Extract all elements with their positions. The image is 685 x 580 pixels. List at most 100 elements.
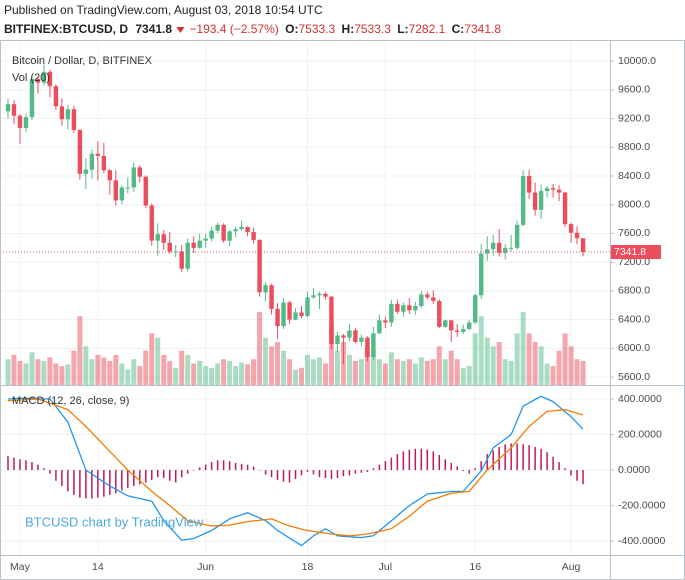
candle-body	[293, 312, 298, 320]
x-tick-label: Jun	[197, 561, 214, 573]
volume-bar	[544, 363, 550, 385]
volume-bar	[161, 354, 167, 385]
candle-body	[281, 302, 286, 327]
volume-bar	[83, 346, 89, 385]
open-value: 7533.3	[298, 22, 335, 36]
volume-bar	[179, 350, 185, 385]
candle-body	[479, 253, 484, 296]
candle-body	[275, 308, 280, 327]
volume-bar	[113, 354, 119, 385]
change: −193.4 (−2.57%)	[189, 22, 278, 36]
volume-bar	[239, 362, 245, 385]
candle-body	[29, 79, 35, 118]
volume-bar	[328, 324, 334, 385]
low-value: 7282.1	[409, 22, 446, 36]
candle-body	[215, 224, 220, 231]
candle-body	[341, 335, 346, 338]
candle-body	[556, 189, 562, 193]
histogram-bar	[264, 470, 267, 475]
volume-bar	[95, 354, 101, 385]
volume-bar	[305, 354, 310, 385]
candle-body	[353, 330, 358, 342]
macd-title: MACD (12, 26, close, 9)	[12, 395, 129, 407]
histogram-bar	[444, 459, 447, 471]
volume-bar	[316, 357, 322, 385]
histogram-bar	[79, 470, 81, 498]
y-tick-label: 6800.0	[618, 285, 650, 297]
candle-body	[269, 285, 274, 309]
volume-bar	[370, 350, 376, 385]
volume-bar	[388, 352, 394, 385]
histogram-bar	[414, 448, 417, 471]
volume-bar	[245, 364, 251, 385]
volume-label: Vol (20)	[12, 72, 50, 84]
volume-bar	[293, 369, 299, 385]
candle-body	[35, 79, 41, 83]
candle-body	[544, 188, 550, 192]
volume-bar	[173, 367, 179, 385]
volume-bar	[442, 359, 448, 385]
histogram-bar	[312, 470, 315, 475]
candle-body	[89, 153, 95, 170]
histogram-bar	[330, 470, 333, 479]
x-tick-label: Jul	[379, 561, 392, 573]
histogram-bar	[121, 470, 123, 491]
volume-bar	[580, 360, 586, 385]
candle-body	[461, 328, 466, 332]
y-tick-label: 8800.0	[618, 141, 650, 153]
candle-body	[137, 167, 142, 177]
volume-bar	[101, 357, 107, 385]
histogram-bar	[558, 462, 560, 471]
candle-body	[53, 86, 59, 107]
candle-body	[143, 176, 148, 206]
candle-body	[185, 242, 190, 269]
histogram-bar	[348, 470, 351, 476]
volume-bar	[454, 359, 460, 385]
candle-body	[562, 192, 568, 225]
volume-bar	[532, 342, 538, 385]
volume-bar	[556, 350, 562, 385]
x-tick-label: Aug	[562, 561, 581, 573]
volume-bar	[221, 359, 227, 385]
candle-body	[389, 303, 394, 323]
histogram-bar	[7, 455, 9, 471]
volume-bar	[430, 359, 436, 385]
volume-bar	[281, 350, 287, 385]
volume-bar	[496, 342, 502, 385]
histogram-bar	[13, 457, 15, 471]
y-tick-label: 8400.0	[618, 170, 650, 182]
histogram-bar	[288, 470, 291, 483]
volume-bar	[185, 354, 191, 385]
volume-bar	[406, 359, 412, 385]
volume-bar	[71, 350, 77, 385]
candle-body	[419, 294, 424, 307]
candle-body	[107, 170, 113, 181]
y-tick-label: 8000.0	[618, 199, 650, 211]
histogram-bar	[55, 470, 57, 481]
candle-body	[532, 192, 538, 210]
histogram-bar	[162, 470, 165, 479]
histogram-bar	[366, 470, 369, 472]
volume-bar	[233, 366, 239, 385]
candle-body	[323, 293, 328, 297]
candle-body	[377, 320, 382, 334]
candle-body	[413, 306, 418, 311]
histogram-bar	[408, 449, 411, 471]
candle-body	[191, 242, 196, 248]
histogram-bar	[426, 449, 429, 471]
histogram-bar	[384, 461, 387, 471]
close-value: 7341.8	[464, 22, 501, 36]
volume-bar	[436, 346, 442, 385]
volume-bar	[352, 360, 358, 385]
histogram-bar	[462, 470, 464, 471]
volume-bar	[550, 366, 556, 385]
volume-bar	[5, 359, 11, 385]
volume-bar	[17, 360, 23, 385]
histogram-bar	[474, 468, 476, 471]
volume-bar	[394, 359, 400, 385]
histogram-bar	[342, 470, 345, 477]
histogram-bar	[168, 470, 171, 481]
candle-body	[455, 330, 460, 332]
candle-body	[11, 104, 17, 116]
candle-body	[5, 104, 11, 112]
